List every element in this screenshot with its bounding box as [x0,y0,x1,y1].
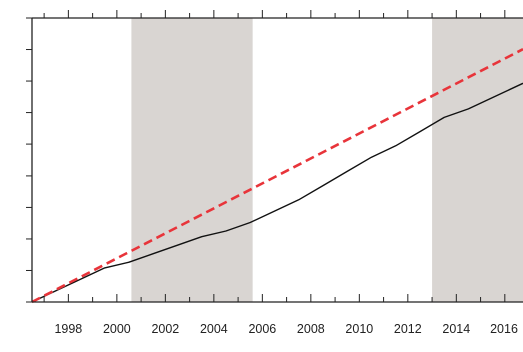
x-tick-label-2014: 2014 [442,322,470,336]
series-actual-line [31,82,523,303]
x-tick-label-2002: 2002 [151,322,179,336]
x-tick-label-2006: 2006 [248,322,276,336]
x-tick-label-2008: 2008 [297,322,325,336]
x-tick-label-2010: 2010 [345,322,373,336]
x-tick-label-1998: 1998 [54,322,82,336]
x-tick-label-2012: 2012 [394,322,422,336]
x-tick-label-2000: 2000 [103,322,131,336]
shaded-period-1 [432,18,523,302]
series-trend-line [31,48,523,304]
x-tick-label-2004: 2004 [200,322,228,336]
shaded-period-0 [131,18,253,302]
x-tick-label-2016: 2016 [490,322,518,336]
